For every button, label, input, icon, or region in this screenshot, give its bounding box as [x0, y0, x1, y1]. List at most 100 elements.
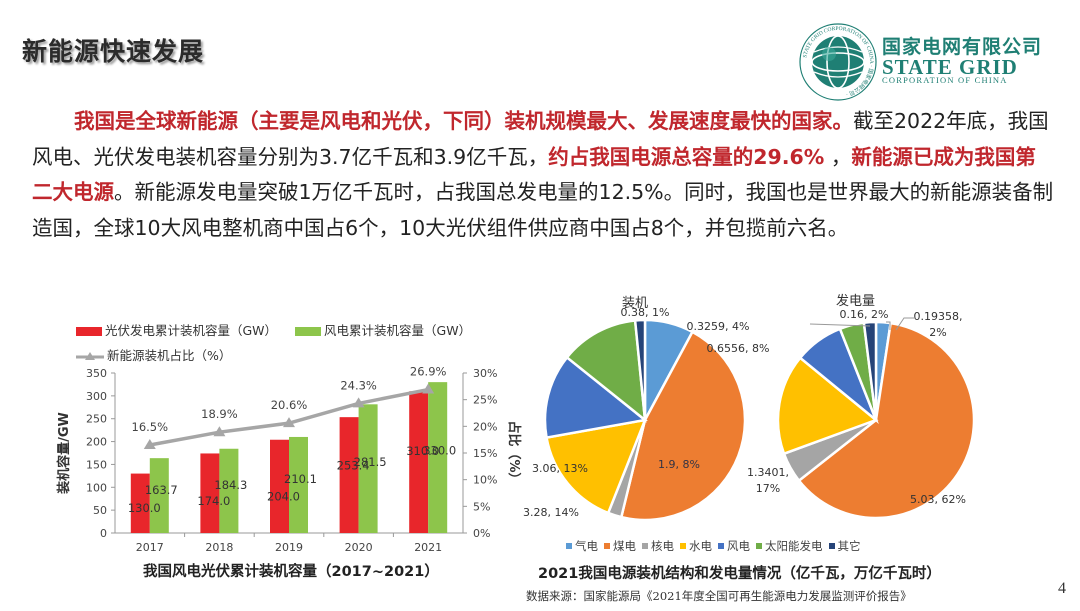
svg-text:3.91, 16%: 3.91, 16%	[547, 538, 603, 540]
legend-label: 水电	[689, 539, 712, 553]
pie-slice	[545, 418, 647, 515]
svg-text:25%: 25%	[473, 394, 497, 407]
pie-slice	[565, 319, 647, 423]
pie-slice	[862, 320, 878, 421]
svg-text:50: 50	[93, 504, 107, 517]
svg-text:350: 350	[86, 367, 107, 380]
svg-text:装机容量/GW: 装机容量/GW	[56, 412, 72, 495]
para-text: 截至2022年底，我国风电、光伏发电装机容量分别为3.7亿千瓦和3.9亿千瓦，	[32, 109, 1049, 169]
bar-chart-legend: 光伏发电累计装机容量（GW） 风电累计装机容量（GW） 新能源装机占比（%）	[76, 320, 516, 364]
svg-text:0.16, 2%: 0.16, 2%	[840, 308, 889, 321]
legend-label: 太阳能发电	[765, 539, 823, 553]
pie-slice	[633, 318, 647, 421]
svg-text:20%: 20%	[473, 420, 497, 433]
svg-text:18.9%: 18.9%	[201, 407, 238, 421]
svg-text:253.4: 253.4	[337, 458, 370, 472]
svg-text:2021: 2021	[414, 541, 442, 554]
svg-text:10%: 10%	[473, 474, 497, 487]
pie-slice	[619, 330, 747, 522]
legend-square-icon	[828, 543, 835, 549]
slide-title: 新能源快速发展	[22, 37, 205, 66]
pie-legend-item: 其它	[823, 539, 861, 553]
svg-text:占比（%）: 占比（%）	[506, 420, 522, 485]
svg-text:5%: 5%	[473, 500, 490, 513]
svg-text:310.0: 310.0	[406, 444, 439, 458]
pie-legend-item: 气电	[560, 539, 598, 553]
legend-label: 煤电	[613, 539, 636, 553]
pie-slice	[776, 356, 879, 456]
legend-square-icon	[642, 543, 648, 549]
legend-item-share: 新能源装机占比（%）	[76, 345, 516, 364]
legend-label: 气电	[575, 539, 598, 553]
para-highlight: 我国是全球新能源（主要是风电和光伏，下同）装机规模最大、发展速度最快的国家。	[74, 109, 853, 133]
legend-label: 光伏发电累计装机容量（GW）	[105, 323, 278, 338]
para-text: ，	[824, 144, 852, 169]
legend-label: 风电	[727, 539, 750, 553]
svg-text:2%: 2%	[929, 326, 946, 339]
state-grid-logo: STATE GRID CORPORATION OF CHINA · 国家电网公司…	[798, 22, 878, 102]
pie-legend-item: 煤电	[598, 539, 636, 553]
svg-text:0.19358,: 0.19358,	[914, 310, 963, 323]
globe-emblem-icon: STATE GRID CORPORATION OF CHINA · 国家电网公司…	[799, 23, 877, 101]
svg-text:0.3259, 4%: 0.3259, 4%	[687, 320, 750, 333]
svg-text:3.06, 13%: 3.06, 13%	[532, 462, 588, 475]
legend-swatch-green	[295, 327, 322, 336]
legend-swatch-red	[76, 327, 102, 336]
svg-text:150: 150	[86, 458, 107, 471]
legend-square-icon	[604, 543, 610, 549]
pie2-title: 发电量	[836, 294, 876, 309]
page-number: 4	[1058, 580, 1066, 597]
bar-solar	[200, 453, 220, 533]
bar-wind	[358, 404, 378, 533]
data-source: 数据来源：国家能源局《2021年度全国可再生能源电力发展监测评价报告》	[526, 589, 912, 603]
bar-solar	[409, 391, 429, 533]
svg-text:210.1: 210.1	[284, 472, 317, 486]
svg-text:0.6556, 8%: 0.6556, 8%	[707, 342, 770, 355]
pie-legend-item: 水电	[674, 539, 712, 553]
legend-label: 新能源装机占比（%）	[107, 348, 232, 363]
bar-wind	[428, 382, 448, 533]
bar-solar	[339, 417, 359, 533]
svg-text:17%: 17%	[756, 482, 780, 495]
svg-text:184.3: 184.3	[214, 478, 247, 492]
legend-item-wind: 风电累计装机容量（GW）	[295, 323, 471, 338]
svg-text:281.5: 281.5	[354, 455, 387, 469]
svg-text:300: 300	[86, 390, 107, 403]
pie-legend: 气电 煤电 核电 水电 风电 太阳能发电 其它	[560, 538, 861, 554]
bar-solar	[130, 473, 150, 533]
legend-square-icon	[680, 543, 686, 549]
bar-solar	[270, 439, 289, 533]
svg-text:1.9, 8%: 1.9, 8%	[658, 458, 700, 471]
pie-legend-item: 风电	[712, 539, 750, 553]
svg-text:204.0: 204.0	[267, 489, 300, 503]
svg-text:2018: 2018	[205, 541, 233, 554]
svg-text:16.5%: 16.5%	[132, 420, 169, 434]
legend-row: 光伏发电累计装机容量（GW） 风电累计装机容量（GW）	[76, 320, 516, 339]
svg-text:0: 0	[100, 527, 107, 540]
svg-text:130.0: 130.0	[128, 501, 161, 515]
svg-text:26.9%: 26.9%	[410, 365, 447, 379]
svg-text:200: 200	[86, 436, 107, 449]
svg-text:2019: 2019	[275, 541, 303, 554]
legend-square-icon	[756, 543, 762, 549]
pie-caption: 2021我国电源装机结构和发电量情况（亿千瓦，万亿千瓦时）	[538, 566, 941, 582]
bar-wind	[149, 458, 169, 533]
pie-charts: 1.9, 8%11.1, 46%0.53, 2%3.91, 16%3.28, 1…	[523, 306, 976, 540]
svg-text:0%: 0%	[473, 527, 490, 540]
bar-chart-caption: 我国风电光伏累计装机容量（2017~2021）	[143, 564, 439, 580]
svg-text:15%: 15%	[473, 447, 497, 460]
para-highlight: 新能源已成为我国第二大电源	[32, 144, 1036, 205]
svg-text:5.03, 62%: 5.03, 62%	[910, 493, 966, 506]
svg-text:174.0: 174.0	[197, 494, 230, 508]
svg-text:2020: 2020	[345, 541, 373, 554]
legend-label: 其它	[837, 539, 861, 553]
svg-text:30%: 30%	[473, 367, 497, 380]
logo-name-cn: 国家电网有限公司	[882, 36, 1043, 58]
intro-paragraph: 我国是全球新能源（主要是风电和光伏，下同）装机规模最大、发展速度最快的国家。截至…	[32, 104, 1054, 246]
para-highlight: 约占我国电源总容量的29.6%	[548, 144, 825, 169]
legend-label: 核电	[651, 539, 674, 553]
svg-text:20.6%: 20.6%	[271, 398, 308, 412]
logo-name-en-sub: CORPORATION OF CHINA	[882, 75, 1008, 85]
svg-text:3.28, 14%: 3.28, 14%	[523, 506, 579, 519]
logo-name-en: STATE GRID	[882, 55, 1018, 79]
